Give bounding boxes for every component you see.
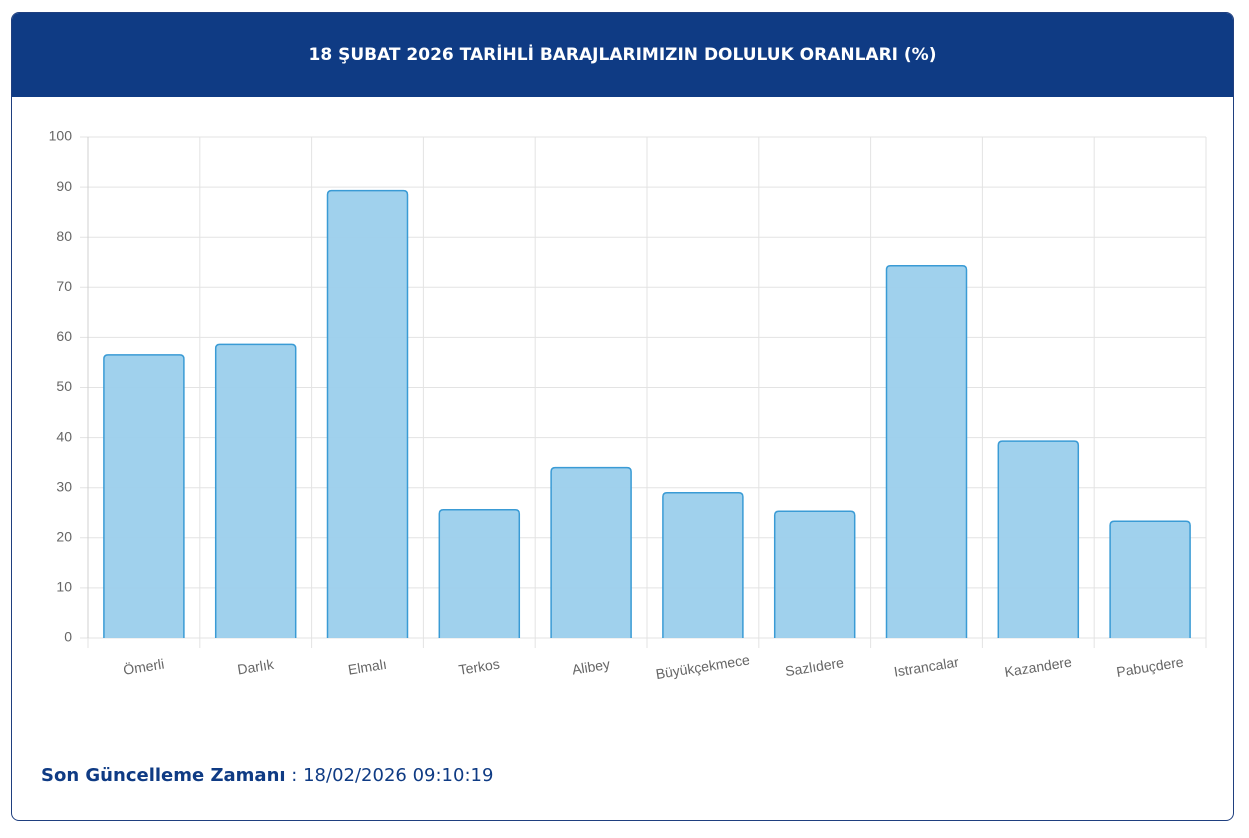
y-tick-label: 10 (56, 579, 72, 595)
footer-label: Son Güncelleme Zamanı (41, 765, 286, 786)
y-tick-label: 30 (56, 478, 72, 494)
x-tick-label: Ömerli (122, 655, 165, 678)
x-tick-label: Istrancalar (893, 654, 960, 680)
bar (438, 508, 521, 638)
footer-value: 18/02/2026 09:10:19 (303, 765, 494, 786)
y-tick-label: 80 (56, 228, 72, 244)
bar (885, 265, 968, 638)
x-tick-label: Elmalı (347, 656, 388, 678)
y-tick-label: 70 (56, 278, 72, 294)
bar (773, 510, 856, 638)
footer-separator: : (291, 765, 298, 786)
bar (997, 440, 1080, 638)
x-tick-label: Kazandere (1003, 653, 1073, 679)
x-tick-label: Sazlıdere (784, 654, 845, 679)
x-tick-label: Alibey (571, 656, 611, 678)
bar (214, 343, 297, 638)
y-tick-label: 50 (56, 378, 72, 394)
x-tick-label: Terkos (457, 656, 500, 678)
x-tick-label: Darlık (236, 656, 276, 678)
bar (326, 189, 409, 638)
footer: Son Güncelleme Zamanı : 18/02/2026 09:10… (41, 765, 493, 786)
y-tick-label: 60 (56, 328, 72, 344)
card: 18 ŞUBAT 2026 TARİHLİ BARAJLARIMIZIN DOL… (11, 12, 1234, 821)
header: 18 ŞUBAT 2026 TARİHLİ BARAJLARIMIZIN DOL… (12, 13, 1233, 97)
bar (1109, 520, 1191, 638)
y-tick-label: 20 (56, 529, 72, 545)
x-tick-label: Pabuçdere (1115, 653, 1185, 679)
bar (103, 354, 185, 638)
y-tick-label: 100 (49, 128, 73, 144)
bar (662, 491, 744, 638)
y-tick-label: 40 (56, 428, 72, 444)
x-tick-label: Büyükçekmece (655, 651, 751, 682)
y-tick-label: 90 (56, 178, 72, 194)
y-tick-label: 0 (64, 629, 72, 645)
chart: 0 10 20 30 40 50 60 70 80 90 100 Ömerli Darlık Elmalı… (49, 128, 1207, 682)
chart-title: 18 ŞUBAT 2026 TARİHLİ BARAJLARIMIZIN DOL… (308, 45, 937, 65)
bar (550, 466, 632, 638)
